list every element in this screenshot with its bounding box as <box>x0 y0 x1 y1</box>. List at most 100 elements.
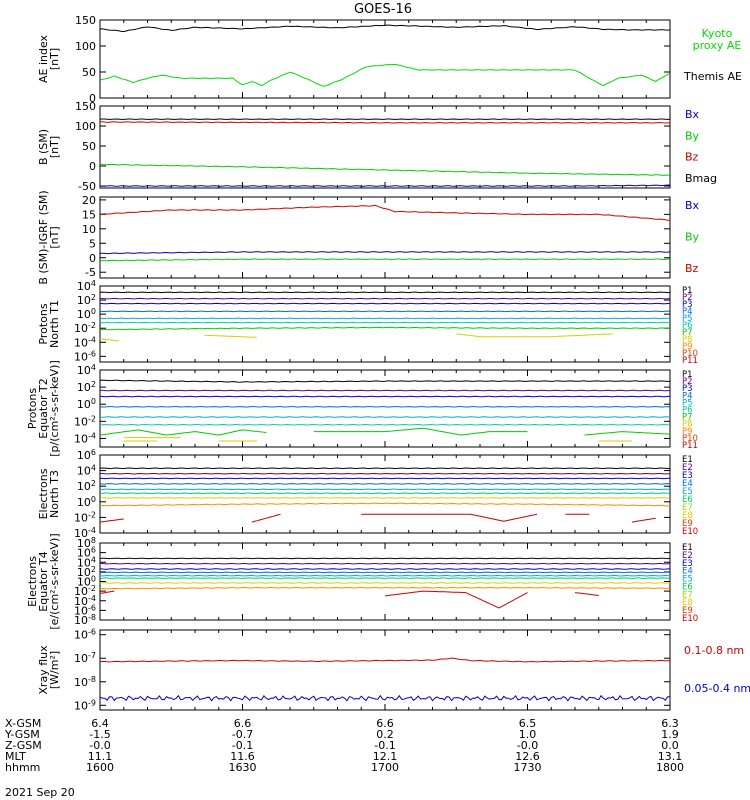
y-tick-label: 10-2 <box>74 510 96 524</box>
series-line <box>100 577 670 579</box>
legend-entry: Themis AE <box>683 70 742 83</box>
series-line <box>100 423 670 426</box>
y-tick-label: 10-8 <box>74 613 96 627</box>
legend-entry: Bz <box>685 151 699 164</box>
legend-entry: P5 <box>682 314 693 324</box>
y-tick-label: 100 <box>77 397 96 411</box>
y-tick-label: 150 <box>75 14 96 27</box>
y-tick-label: 5 <box>89 237 96 250</box>
y-axis-label: ProtonsNorth T1 <box>37 300 61 348</box>
series-line <box>100 571 670 574</box>
legend-entry: P9 <box>682 342 693 352</box>
ephemeris-value: 6.3 <box>661 717 679 730</box>
panel-1: 0 50 100 150 AE index[nT] Kyoto proxy AE Themis… <box>37 14 742 105</box>
y-tick-label: 0 <box>89 252 96 265</box>
legend-entry: Bmag <box>685 172 717 185</box>
series-line <box>100 317 670 320</box>
legend-entry: E3 <box>682 559 693 569</box>
legend-entry: P10 <box>682 434 698 444</box>
legend-entry: E10 <box>682 614 698 624</box>
legend-entry: P7 <box>682 328 693 338</box>
y-tick-label: 100 <box>77 307 96 321</box>
legend-entry: P1 <box>682 286 693 296</box>
y-axis-label: B (SM)-IGRF (SM)[nT] <box>37 190 61 284</box>
series-line <box>100 251 670 255</box>
series-line <box>100 467 670 470</box>
ephemeris-value: 1800 <box>656 761 684 774</box>
legend-entry: P10 <box>682 349 698 359</box>
series-line <box>100 379 670 383</box>
ephemeris-value: 6.6 <box>234 717 252 730</box>
legend-entry: P4 <box>682 307 693 317</box>
legend-entry: E4 <box>682 567 693 577</box>
series-group <box>100 291 670 342</box>
ephemeris-row-label: X-GSM <box>5 717 41 730</box>
series-line <box>204 334 257 338</box>
ephemeris-value: 12.1 <box>373 750 398 763</box>
ephemeris-value: 1630 <box>229 761 257 774</box>
series-line <box>100 258 670 262</box>
panel-frame <box>99 105 671 189</box>
panel-frame <box>99 196 671 279</box>
series-line <box>100 574 670 577</box>
legend-entry: P11 <box>682 441 698 451</box>
ephemeris-value: 1730 <box>514 761 542 774</box>
legend-entry: P9 <box>682 427 693 437</box>
series-group <box>100 24 670 87</box>
series-line <box>100 204 670 221</box>
legend-entry: E3 <box>682 471 693 481</box>
panel-frame <box>99 542 671 621</box>
series-line <box>631 517 656 523</box>
series-line <box>100 297 670 300</box>
series-line <box>100 310 670 313</box>
legend-entry: P8 <box>682 335 693 345</box>
y-axis-label: ElectronsEquator T4[e/(cm²-s-sr-keV)] <box>26 533 61 629</box>
legend-entry: E5 <box>682 575 693 585</box>
legend-entry: P3 <box>682 384 693 394</box>
y-tick-label: 102 <box>77 293 96 307</box>
series-line <box>100 472 670 475</box>
legend-entry: E5 <box>682 487 693 497</box>
page-title: GOES-16 <box>354 2 412 17</box>
y-tick-label: 10-8 <box>74 675 96 689</box>
y-tick-label: 10-6 <box>74 349 96 363</box>
y-tick-label: 100 <box>75 40 96 53</box>
legend-entry: E6 <box>682 495 693 505</box>
series-line <box>100 326 670 331</box>
ephemeris-value: 6.5 <box>519 717 537 730</box>
series-group <box>100 204 670 262</box>
legend-entry: P2 <box>682 377 693 387</box>
legend-entry: P7 <box>682 413 693 423</box>
ephemeris-value: 11.1 <box>88 750 113 763</box>
y-tick-label: 10-7 <box>74 651 96 665</box>
y-tick-label: 15 <box>82 208 96 221</box>
y-tick-label: 100 <box>75 120 96 133</box>
ephemeris-value: 0.2 <box>376 728 394 741</box>
series-line <box>456 333 614 338</box>
y-tick-label: 104 <box>77 279 96 293</box>
ephemeris-value: -0.0 <box>89 739 110 752</box>
legend-entry: P2 <box>682 293 693 303</box>
y-tick-label: -5 <box>85 266 96 279</box>
ephemeris-value: -0.1 <box>232 739 253 752</box>
ephemeris-value: 1.0 <box>519 728 537 741</box>
series-line <box>100 291 670 294</box>
series-line <box>584 431 670 436</box>
legend-entry: By <box>685 231 700 244</box>
y-tick-label: 10-4 <box>74 431 96 445</box>
y-axis-label: ProtonsEquator T2[p/(cm²-s-sr-keV)] <box>26 360 61 457</box>
panel-5: 104 102 100 10-2 10-4 ProtonsEquator T2[p/(cm… <box>26 360 698 457</box>
ephemeris-row-label: Y-GSM <box>4 728 40 741</box>
legend-entry: P4 <box>682 391 693 401</box>
legend-entry: P5 <box>682 398 693 408</box>
series-line <box>100 694 670 702</box>
legend-entry: Bz <box>685 262 699 275</box>
series-line <box>100 492 670 495</box>
ephemeris-value: 1700 <box>371 761 399 774</box>
series-line <box>251 513 281 523</box>
legend-entry: E7 <box>682 590 693 600</box>
y-axis-label: B (SM)[nT] <box>37 129 61 165</box>
series-line <box>100 429 267 436</box>
legend-entry: 0.1-0.8 nm <box>684 644 744 657</box>
